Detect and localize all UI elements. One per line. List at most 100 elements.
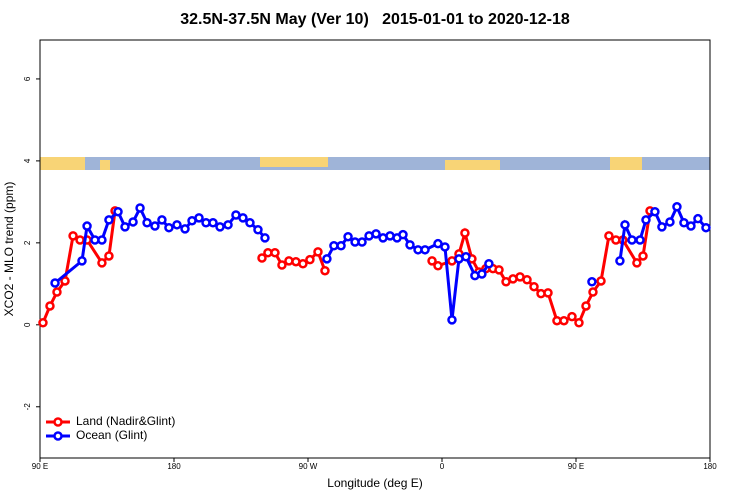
data-point <box>223 220 233 230</box>
data-point <box>433 261 443 271</box>
data-point <box>440 242 450 252</box>
data-point <box>320 265 330 276</box>
x-tick-label: 90 E <box>32 462 48 471</box>
data-point <box>82 221 92 231</box>
data-point <box>477 269 487 279</box>
data-point <box>587 277 597 287</box>
y-tick-label: -2 <box>23 403 32 411</box>
data-point <box>635 235 645 245</box>
data-point <box>632 258 642 268</box>
data-point <box>150 221 160 231</box>
data-point <box>245 218 255 228</box>
data-point <box>305 254 315 265</box>
data-point <box>420 245 430 255</box>
data-point <box>277 260 287 270</box>
data-point <box>38 318 48 328</box>
data-point <box>298 259 308 269</box>
data-point <box>135 203 145 213</box>
land-strip <box>40 157 85 170</box>
data-point <box>120 222 130 232</box>
x-tick-label: 0 <box>440 462 445 471</box>
data-point <box>484 259 494 269</box>
x-axis-label: Longitude (deg E) <box>327 476 422 490</box>
data-point <box>427 256 437 266</box>
data-point <box>665 217 675 227</box>
data-point <box>638 251 648 261</box>
data-point <box>522 274 532 285</box>
data-point <box>543 288 553 298</box>
land-strip <box>610 157 642 170</box>
land-strip <box>445 160 500 170</box>
land-strip <box>100 160 110 170</box>
data-point <box>371 229 381 239</box>
data-point <box>45 301 55 311</box>
data-point <box>343 231 353 242</box>
data-point <box>336 240 346 251</box>
x-tick-label: 180 <box>167 462 181 471</box>
data-point <box>701 222 711 233</box>
data-point <box>157 215 167 225</box>
legend-marker <box>53 431 63 441</box>
legend-label: Land (Nadir&Glint) <box>76 414 175 428</box>
data-point <box>650 206 660 217</box>
data-point <box>693 213 703 224</box>
data-point <box>596 276 606 286</box>
data-point <box>398 229 408 240</box>
data-point <box>604 231 614 241</box>
data-point <box>77 256 87 266</box>
y-tick-label: 0 <box>23 322 32 327</box>
data-point <box>180 224 190 234</box>
data-point <box>433 238 443 249</box>
data-point <box>447 315 457 325</box>
data-point <box>672 202 682 212</box>
legend-marker <box>53 417 63 427</box>
x-tick-label: 180 <box>703 462 717 471</box>
data-point <box>97 235 107 245</box>
data-point <box>529 281 539 292</box>
data-point <box>128 217 138 227</box>
data-point <box>215 222 225 232</box>
data-point <box>208 218 218 228</box>
data-point <box>657 222 667 232</box>
land-strip <box>260 157 328 167</box>
data-point <box>313 247 323 257</box>
data-point <box>494 265 504 275</box>
data-point <box>253 224 263 235</box>
data-point <box>588 287 598 297</box>
data-point <box>620 220 630 230</box>
x-tick-label: 90 W <box>299 462 318 471</box>
data-point <box>164 222 174 233</box>
y-axis-label: XCO2 - MLO trend (ppm) <box>2 182 16 317</box>
y-tick-label: 2 <box>23 240 32 245</box>
data-point <box>194 213 204 223</box>
x-tick-label: 90 E <box>568 462 584 471</box>
y-tick-label: 4 <box>23 158 32 163</box>
data-point <box>113 206 123 217</box>
data-point <box>104 215 114 225</box>
data-point <box>357 237 367 247</box>
data-point <box>461 252 471 262</box>
data-point <box>97 258 107 268</box>
data-point <box>627 235 637 245</box>
data-point <box>68 231 78 241</box>
data-point <box>270 247 280 258</box>
data-point <box>679 218 689 228</box>
data-point <box>142 218 152 228</box>
legend-label: Ocean (Glint) <box>76 428 147 442</box>
data-point <box>50 278 60 288</box>
data-point <box>260 233 270 243</box>
data-point <box>238 213 248 223</box>
data-point <box>686 221 696 231</box>
series-line <box>41 210 652 326</box>
data-point <box>615 256 625 266</box>
chart-title: 32.5N-37.5N May (Ver 10) 2015-01-01 to 2… <box>180 11 570 28</box>
data-point <box>60 276 70 286</box>
data-point <box>322 254 332 264</box>
data-point <box>574 318 584 328</box>
data-point <box>460 228 470 238</box>
ocean-strip <box>40 157 710 170</box>
data-point <box>581 301 591 311</box>
land-ocean-strip <box>40 157 710 170</box>
